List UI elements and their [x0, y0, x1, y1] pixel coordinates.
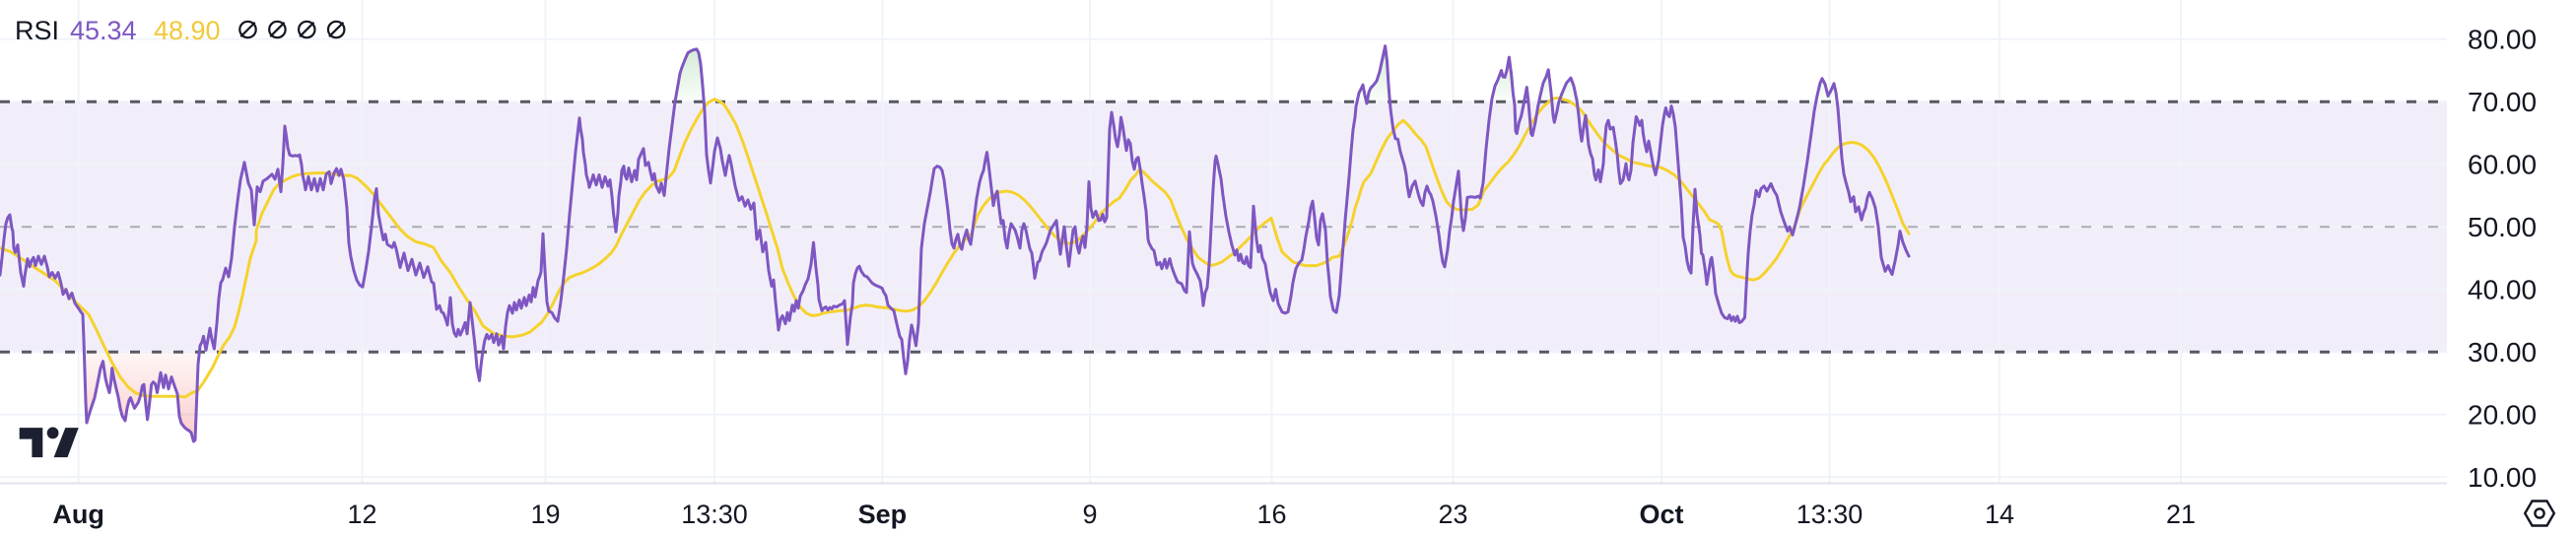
svg-text:10.00: 10.00	[2468, 462, 2537, 493]
svg-text:13:30: 13:30	[681, 500, 748, 529]
svg-text:16: 16	[1256, 500, 1286, 529]
svg-text:30.00: 30.00	[2468, 337, 2537, 368]
svg-text:60.00: 60.00	[2468, 150, 2537, 180]
svg-text:Sep: Sep	[858, 500, 908, 529]
svg-text:70.00: 70.00	[2468, 87, 2537, 117]
svg-text:13:30: 13:30	[1796, 500, 1864, 529]
svg-text:20.00: 20.00	[2468, 400, 2537, 431]
svg-text:19: 19	[530, 500, 560, 529]
svg-text:21: 21	[2166, 500, 2196, 529]
svg-text:80.00: 80.00	[2468, 25, 2537, 55]
svg-text:50.00: 50.00	[2468, 212, 2537, 242]
svg-text:Aug: Aug	[52, 500, 103, 529]
svg-text:45.34: 45.34	[70, 16, 137, 45]
svg-text:23: 23	[1438, 500, 1467, 529]
svg-text:48.90: 48.90	[154, 16, 221, 45]
svg-text:12: 12	[347, 500, 376, 529]
svg-text:Oct: Oct	[1639, 500, 1683, 529]
svg-text:9: 9	[1082, 500, 1097, 529]
svg-text:RSI: RSI	[15, 16, 59, 45]
svg-text:14: 14	[1985, 500, 2014, 529]
svg-text:40.00: 40.00	[2468, 275, 2537, 305]
